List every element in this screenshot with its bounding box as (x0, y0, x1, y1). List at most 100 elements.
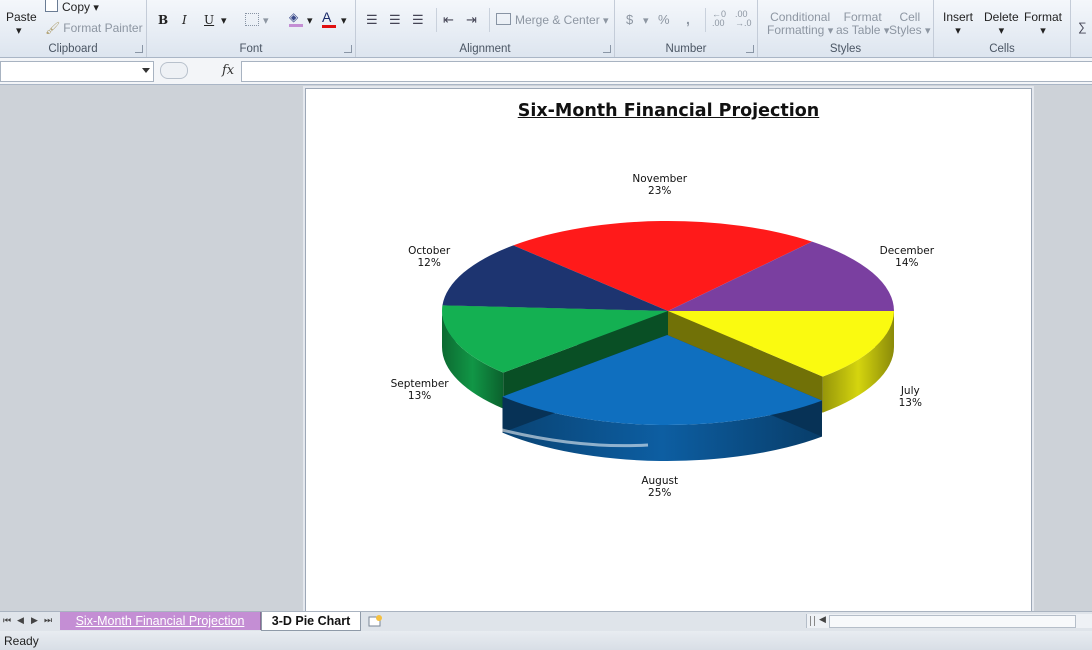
font-label: Font (239, 43, 263, 55)
data-label-november[interactable]: November 23% (632, 173, 687, 197)
horizontal-scrollbar[interactable]: ◀ (806, 614, 1092, 628)
slice-top-november (513, 221, 813, 311)
next-sheet-icon[interactable]: ▶ (31, 615, 38, 625)
font-color-button[interactable]: A (322, 9, 336, 28)
data-label-category: December (879, 245, 935, 258)
number-group: $ ▾ % , ←0.00 .00 →.0 Number (615, 0, 758, 57)
align-left-icon[interactable]: ☰ (366, 12, 378, 27)
copy-button[interactable]: Copy ▾ (45, 0, 99, 14)
align-center-icon[interactable]: ☰ (389, 12, 401, 27)
gloss-highlight (497, 427, 649, 448)
name-box-dropdown-icon[interactable] (142, 68, 150, 73)
sheet-tab-bar: ⏮ ◀ ▶ ⏭ Six-Month Financial Projection 3… (0, 611, 1092, 631)
format-as-table-button[interactable]: Format as Table ▾ (836, 10, 890, 38)
decrease-decimal-icon[interactable]: .00 →.0 (735, 9, 752, 28)
tab-six-month-financial-projection[interactable]: Six-Month Financial Projection (60, 612, 261, 630)
ribbon: Paste ▾ Copy ▾ 🖌 Format Painter Clipboard… (0, 0, 1092, 58)
first-sheet-icon[interactable]: ⏮ (3, 615, 12, 625)
cells-label: Cells (989, 43, 1015, 55)
data-label-category: September (390, 377, 449, 390)
data-label-september[interactable]: September 13% (391, 378, 449, 402)
increase-indent-icon[interactable]: ⇥ (466, 12, 477, 27)
insert-button[interactable]: Insert ▾ (943, 10, 974, 38)
fill-dropdown-icon[interactable]: ▾ (307, 15, 313, 27)
formula-input[interactable] (241, 61, 1092, 82)
format-painter-button[interactable]: 🖌 Format Painter (45, 21, 143, 35)
data-label-percent: 14% (895, 257, 919, 270)
borders-dropdown-icon[interactable]: ▾ (263, 15, 269, 27)
currency-dropdown-icon[interactable]: ▾ (643, 15, 649, 27)
currency-button[interactable]: $ (626, 12, 634, 27)
data-label-category: July (900, 385, 920, 398)
increase-decimal-icon[interactable]: ←0.00 (712, 9, 727, 28)
clipboard-launcher-icon[interactable] (135, 45, 143, 53)
cell-styles-button[interactable]: Cell Styles ▾ (889, 10, 931, 38)
underline-button[interactable]: U (204, 13, 215, 27)
borders-icon[interactable] (245, 13, 259, 26)
slice-top-october (442, 245, 668, 311)
data-label-july[interactable]: July 13% (899, 385, 922, 409)
merge-center-button[interactable]: Merge & Center ▾ (496, 13, 609, 27)
data-label-category: November (632, 173, 688, 186)
slice-top-august (502, 334, 822, 425)
slice-top-july (668, 311, 894, 377)
data-label-august[interactable]: August 25% (641, 475, 678, 499)
tab-3d-pie-chart[interactable]: 3-D Pie Chart (261, 612, 361, 631)
fill-color-icon[interactable]: ◈ (289, 10, 303, 27)
data-label-category: October (408, 245, 451, 258)
insert-function-button[interactable]: fx (222, 63, 235, 78)
percent-button[interactable]: % (658, 12, 670, 27)
data-label-october[interactable]: October 12% (408, 245, 450, 269)
chart-area[interactable]: Six-Month Financial Projection July 13% Au… (305, 88, 1032, 612)
format-button[interactable]: Format ▾ (1024, 10, 1063, 38)
alignment-group: ☰ ☰ ☰ ⇤ ⇥ Merge & Center ▾ Alignment (356, 0, 615, 57)
chart-title[interactable]: Six-Month Financial Projection (517, 101, 820, 121)
scroll-thumb[interactable] (829, 615, 1076, 628)
data-label-category: August (641, 474, 679, 487)
pie-chart-plot[interactable] (306, 89, 1031, 611)
scroll-left-icon[interactable]: ◀ (819, 614, 826, 624)
formula-controls: fx (156, 61, 240, 80)
cells-group: Insert ▾ Delete ▾ Format ▾ Cells (934, 0, 1071, 57)
data-label-december[interactable]: December 14% (880, 245, 934, 269)
data-label-percent: 13% (407, 389, 432, 402)
pie-slice-november[interactable] (513, 221, 813, 311)
name-box[interactable] (0, 61, 154, 82)
chart-sheet-area: Six-Month Financial Projection July 13% Au… (0, 85, 1092, 612)
clipboard-group: Paste ▾ Copy ▾ 🖌 Format Painter Clipboard (0, 0, 147, 57)
insert-sheet-icon[interactable] (366, 614, 384, 628)
align-right-icon[interactable]: ☰ (412, 12, 424, 27)
status-text: Ready (4, 634, 39, 648)
styles-group: Conditional Formatting ▾ Format as Table ▾… (758, 0, 934, 57)
data-label-percent: 25% (648, 486, 672, 499)
underline-dropdown-icon[interactable]: ▾ (221, 15, 227, 27)
number-launcher-icon[interactable] (746, 45, 754, 53)
slice-top-september (442, 305, 668, 373)
scroll-split-handle[interactable] (810, 616, 815, 626)
last-sheet-icon[interactable]: ⏭ (44, 615, 53, 625)
font-color-dropdown-icon[interactable]: ▾ (341, 15, 347, 27)
number-label: Number (665, 43, 707, 55)
decrease-indent-icon[interactable]: ⇤ (443, 12, 454, 27)
comma-button[interactable]: , (686, 11, 690, 27)
editing-overflow-icon[interactable]: ∑ (1078, 20, 1087, 34)
formula-resize-handle[interactable] (160, 62, 188, 79)
alignment-launcher-icon[interactable] (603, 45, 611, 53)
conditional-formatting-button[interactable]: Conditional Formatting ▾ (767, 10, 834, 38)
italic-button[interactable]: I (182, 13, 187, 27)
alignment-label: Alignment (459, 43, 511, 55)
styles-label: Styles (829, 43, 862, 55)
data-label-percent: 12% (417, 257, 441, 270)
font-group: B I U ▾ ▾ ◈ ▾ A ▾ Font (147, 0, 356, 57)
delete-button[interactable]: Delete ▾ (984, 10, 1019, 38)
prev-sheet-icon[interactable]: ◀ (17, 615, 24, 625)
data-label-percent: 23% (648, 185, 672, 198)
format-painter-icon: 🖌 (45, 21, 61, 35)
font-launcher-icon[interactable] (344, 45, 352, 53)
slice-top-december (668, 241, 894, 311)
paste-dropdown-icon[interactable]: ▾ (16, 25, 22, 37)
bold-button[interactable]: B (158, 13, 169, 27)
clipboard-label: Clipboard (48, 43, 98, 55)
data-label-percent: 13% (898, 397, 922, 410)
paste-button[interactable]: Paste (6, 10, 37, 24)
